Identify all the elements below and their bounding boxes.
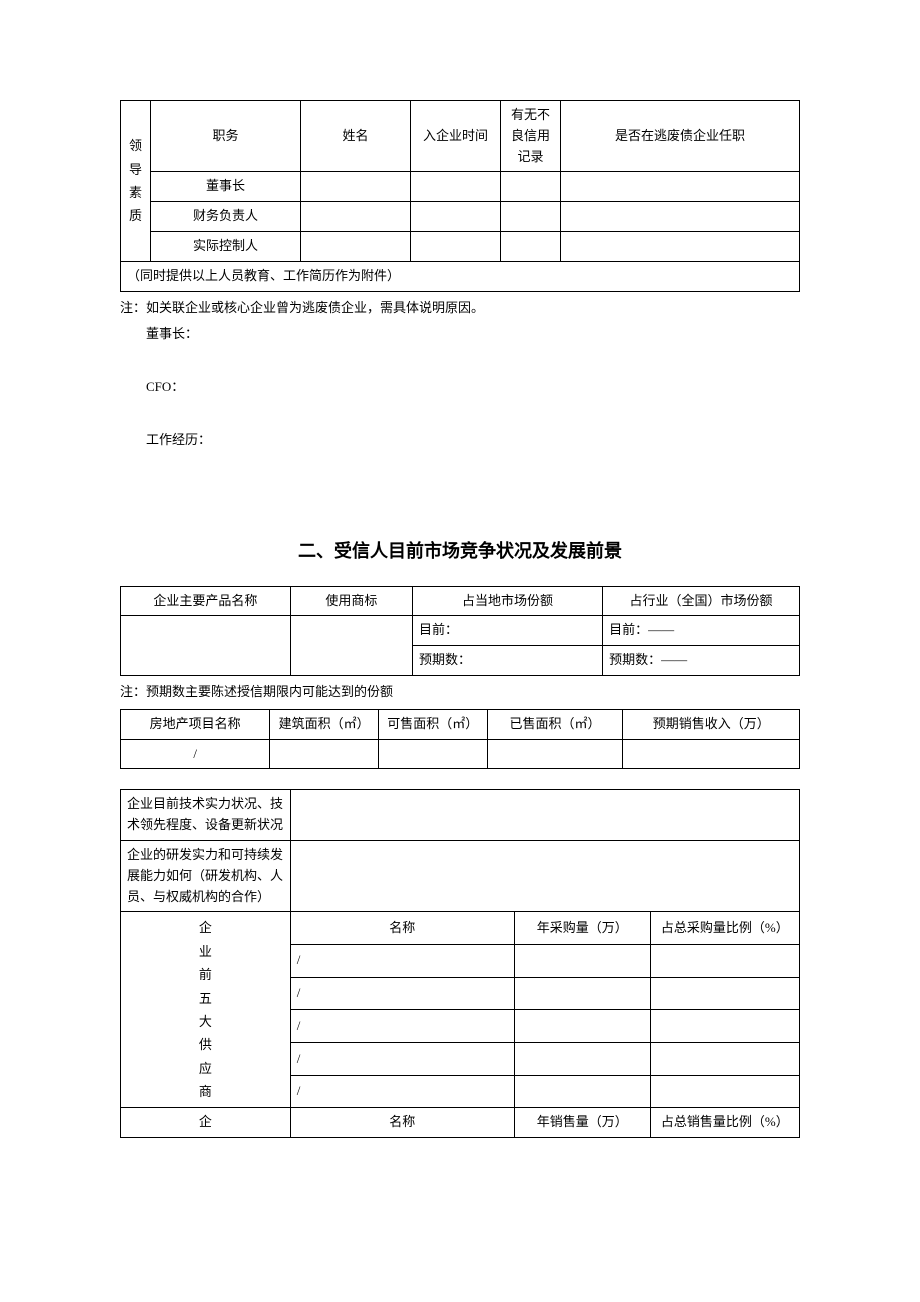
header-debt-evasion: 是否在逃废债企业任职: [561, 101, 800, 172]
header-position: 职务: [151, 101, 301, 172]
table-row: 董事长: [121, 172, 800, 202]
cell-current-local: 目前：: [412, 616, 602, 646]
supplier-amount: [514, 945, 650, 978]
table-row: 财务负责人: [121, 202, 800, 232]
cell-revenue: [623, 739, 800, 769]
supplier-amount: [514, 1075, 650, 1108]
section2-title: 二、受信人目前市场竞争状况及发展前景: [120, 537, 800, 566]
header-sellable-area: 可售面积（㎡）: [379, 709, 488, 739]
cell-name: [301, 172, 411, 202]
header-join-time: 入企业时间: [411, 101, 501, 172]
cell-time: [411, 202, 501, 232]
cell-project: /: [121, 739, 270, 769]
rd-value: [290, 840, 799, 911]
supplier-amount: [514, 1010, 650, 1043]
supplier-ratio: [650, 1075, 799, 1108]
tech-supplier-table: 企业目前技术实力状况、技术领先程度、设备更新状况 企业的研发实力和可持续发展能力…: [120, 789, 800, 1138]
supplier-name: /: [290, 977, 514, 1010]
header-revenue: 预期销售收入（万）: [623, 709, 800, 739]
header-local-share: 占当地市场份额: [412, 586, 602, 616]
cell-credit: [501, 231, 561, 261]
table2-note: 注：预期数主要陈述授信期限内可能达到的份额: [120, 682, 800, 703]
leadership-table: 领导素质 职务 姓名 入企业时间 有无不良信用记录 是否在逃废债企业任职 董事长…: [120, 100, 800, 292]
cell-credit: [501, 202, 561, 232]
cell-time: [411, 172, 501, 202]
supplier-name: /: [290, 1010, 514, 1043]
chairman-label: 董事长：: [146, 324, 800, 345]
market-share-table: 企业主要产品名称 使用商标 占当地市场份额 占行业（全国）市场份额 目前： 目前…: [120, 586, 800, 676]
header-product: 企业主要产品名称: [121, 586, 291, 616]
cell-debt: [561, 172, 800, 202]
cell-name: [301, 202, 411, 232]
cell-position: 董事长: [151, 172, 301, 202]
customer-header-ratio: 占总销售量比例（%）: [650, 1108, 799, 1138]
supplier-ratio: [650, 977, 799, 1010]
supplier-header-ratio: 占总采购量比例（%）: [650, 912, 799, 945]
header-credit: 有无不良信用记录: [501, 101, 561, 172]
supplier-amount: [514, 1043, 650, 1076]
supplier-header-name: 名称: [290, 912, 514, 945]
cell-sold: [487, 739, 623, 769]
header-project: 房地产项目名称: [121, 709, 270, 739]
header-build-area: 建筑面积（㎡）: [270, 709, 379, 739]
cell-position: 实际控制人: [151, 231, 301, 261]
table-row: /: [121, 739, 800, 769]
supplier-ratio: [650, 945, 799, 978]
cell-product: [121, 616, 291, 676]
cell-time: [411, 231, 501, 261]
customers-label: 企: [121, 1108, 291, 1138]
note-1: 注：如关联企业或核心企业曾为逃废债企业，需具体说明原因。: [120, 298, 800, 319]
cell-name: [301, 231, 411, 261]
cfo-label: CFO：: [146, 377, 800, 398]
tech-label: 企业目前技术实力状况、技术领先程度、设备更新状况: [121, 790, 291, 841]
supplier-ratio: [650, 1043, 799, 1076]
supplier-amount: [514, 977, 650, 1010]
customer-header-name: 名称: [290, 1108, 514, 1138]
table-row: 目前： 目前：——: [121, 616, 800, 646]
table1-footer: （同时提供以上人员教育、工作简历作为附件）: [121, 261, 800, 291]
suppliers-label: 企业前五大供应商: [121, 912, 291, 1108]
rd-label: 企业的研发实力和可持续发展能力如何（研发机构、人员、与权威机构的合作）: [121, 840, 291, 911]
cell-debt: [561, 231, 800, 261]
header-name: 姓名: [301, 101, 411, 172]
supplier-header-amount: 年采购量（万）: [514, 912, 650, 945]
customer-header-amount: 年销售量（万）: [514, 1108, 650, 1138]
supplier-name: /: [290, 1075, 514, 1108]
cell-credit: [501, 172, 561, 202]
table-row: 实际控制人: [121, 231, 800, 261]
cell-trademark: [290, 616, 412, 676]
supplier-name: /: [290, 945, 514, 978]
real-estate-table: 房地产项目名称 建筑面积（㎡） 可售面积（㎡） 已售面积（㎡） 预期销售收入（万…: [120, 709, 800, 770]
supplier-ratio: [650, 1010, 799, 1043]
cell-debt: [561, 202, 800, 232]
header-trademark: 使用商标: [290, 586, 412, 616]
cell-position: 财务负责人: [151, 202, 301, 232]
experience-label: 工作经历：: [146, 430, 800, 451]
header-national-share: 占行业（全国）市场份额: [603, 586, 800, 616]
leadership-label: 领导素质: [121, 101, 151, 262]
cell-expected-national: 预期数：——: [603, 646, 800, 676]
cell-expected-local: 预期数：: [412, 646, 602, 676]
supplier-name: /: [290, 1043, 514, 1076]
tech-value: [290, 790, 799, 841]
cell-build: [270, 739, 379, 769]
cell-sellable: [379, 739, 488, 769]
header-sold-area: 已售面积（㎡）: [487, 709, 623, 739]
cell-current-national: 目前：——: [603, 616, 800, 646]
